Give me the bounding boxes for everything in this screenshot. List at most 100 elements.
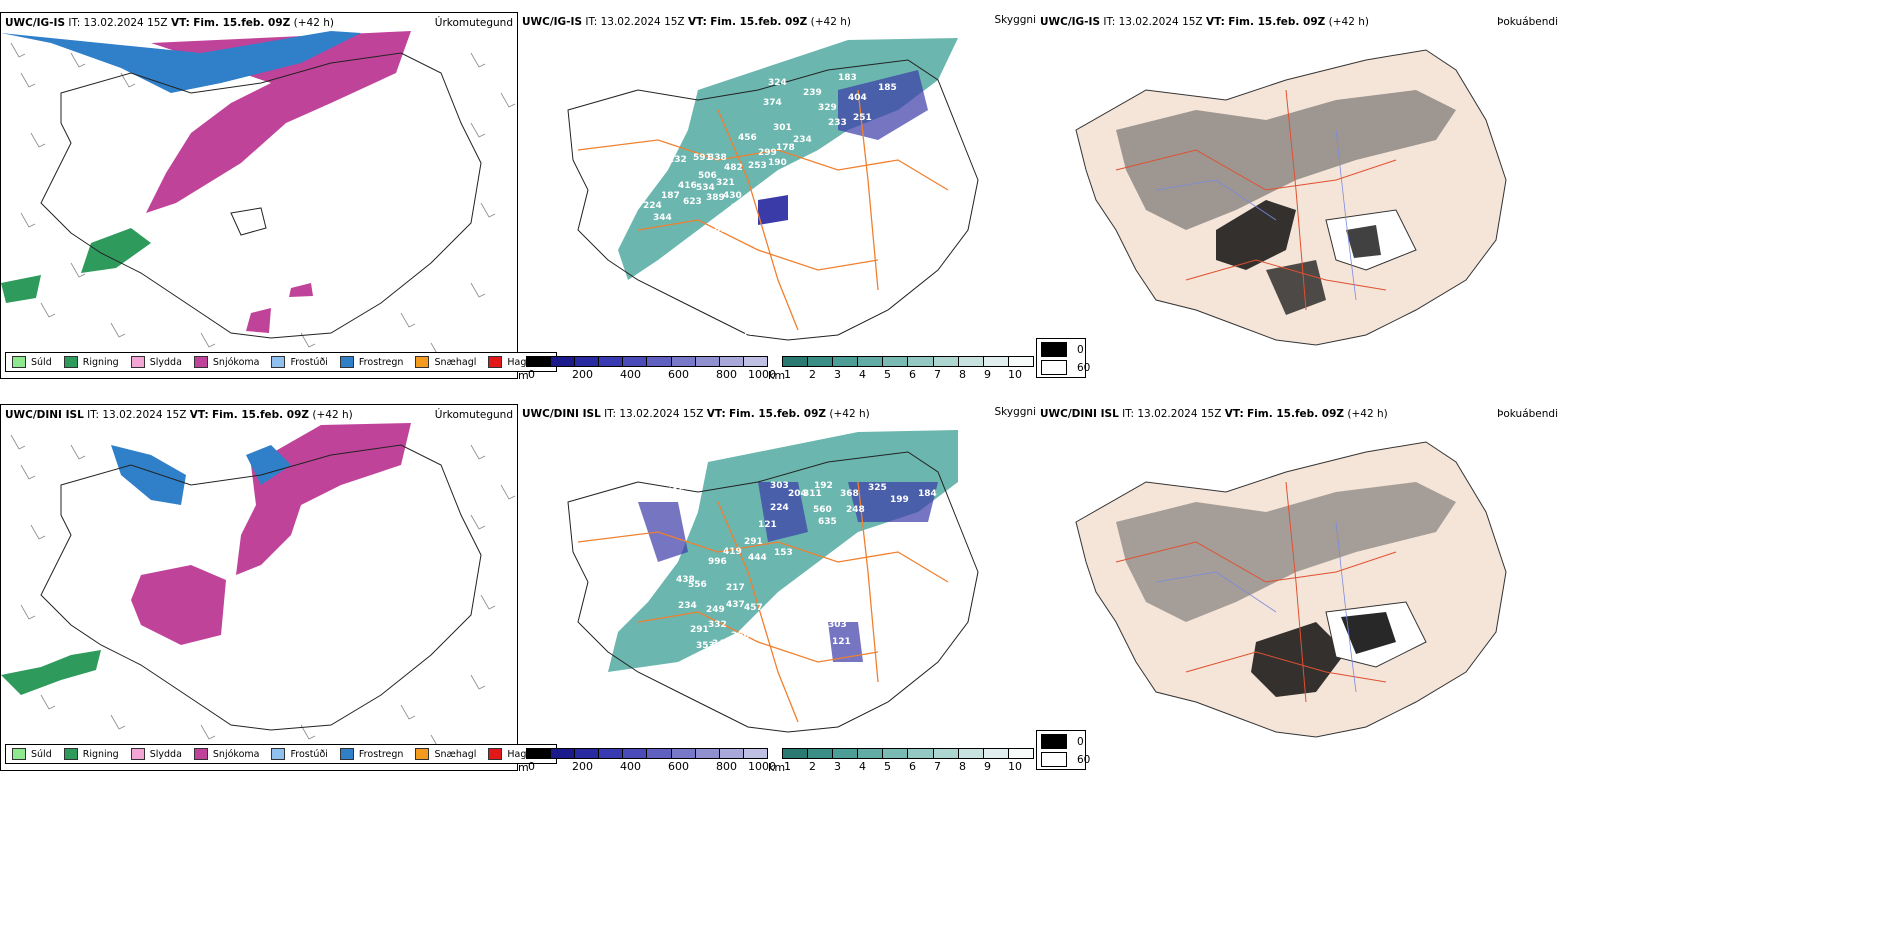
svg-text:311: 311 — [648, 487, 667, 497]
svg-text:444: 444 — [748, 553, 767, 563]
svg-text:299: 299 — [758, 148, 777, 158]
legend-item: Frostúði — [271, 748, 328, 760]
svg-text:115: 115 — [718, 241, 737, 251]
fog-legend: 0 60 — [1036, 730, 1090, 770]
cloud-map: 225 311 416 303 204 192 368 325 199 184 … — [567, 430, 979, 733]
svg-text:591: 591 — [693, 153, 712, 163]
fog-title: Þokuábendi — [1497, 408, 1558, 420]
fog-panel-1: UWC/IG-IS IT: 13.02.2024 15Z VT: Fim. 15… — [1036, 12, 1560, 379]
legend-item: Frostregn — [339, 748, 403, 760]
legend-item: Snjókoma — [193, 748, 259, 760]
svg-text:224: 224 — [770, 503, 789, 513]
precip-title: Úrkomutegund — [434, 409, 513, 421]
svg-text:332: 332 — [708, 620, 727, 630]
legend-item: Snæhagl — [415, 748, 476, 760]
legend-item: Frostúði — [271, 356, 328, 368]
svg-text:121: 121 — [832, 637, 851, 647]
fog-map — [1075, 49, 1507, 346]
svg-text:248: 248 — [846, 505, 865, 515]
svg-text:184: 184 — [918, 489, 937, 499]
precip-map — [1, 31, 516, 358]
visibility-colorbar: km 1 2 3 4 5 6 7 8 9 10 — [768, 748, 1036, 774]
svg-text:139: 139 — [800, 575, 819, 585]
svg-text:325: 325 — [868, 483, 887, 493]
panel-header: UWC/DINI ISL IT: 13.02.2024 15Z VT: Fim.… — [522, 408, 870, 420]
panel-header: UWC/DINI ISL IT: 13.02.2024 15Z VT: Fim.… — [1040, 408, 1388, 420]
svg-text:192: 192 — [814, 481, 833, 491]
svg-text:185: 185 — [878, 83, 897, 93]
ceiling-colorbar: m 0 200 400 600 800 1000 — [518, 748, 776, 774]
svg-text:506: 506 — [698, 171, 717, 181]
svg-text:183: 183 — [838, 73, 857, 83]
legend-item: Frostregn — [339, 356, 403, 368]
svg-text:635: 635 — [818, 517, 837, 527]
fog-map — [1075, 441, 1507, 738]
legend-item: Slydda — [130, 748, 182, 760]
svg-text:353: 353 — [696, 641, 715, 651]
svg-text:121: 121 — [758, 520, 777, 530]
svg-text:225: 225 — [646, 465, 665, 475]
svg-text:368: 368 — [840, 489, 859, 499]
svg-text:187: 187 — [661, 191, 680, 201]
cloud-title: Skyggni — [994, 14, 1037, 26]
svg-text:560: 560 — [813, 505, 832, 515]
svg-text:217: 217 — [726, 583, 745, 593]
svg-text:190: 190 — [768, 158, 787, 168]
svg-text:84: 84 — [760, 323, 773, 333]
svg-text:482: 482 — [724, 163, 743, 173]
svg-text:260: 260 — [731, 631, 750, 641]
legend-item: Snæhagl — [415, 356, 476, 368]
svg-text:404: 404 — [848, 93, 867, 103]
legend-item: Haglél — [488, 748, 538, 760]
svg-text:291: 291 — [690, 625, 709, 635]
svg-text:344: 344 — [653, 213, 672, 223]
svg-text:253: 253 — [748, 161, 767, 171]
svg-text:40: 40 — [743, 301, 756, 311]
svg-text:249: 249 — [706, 605, 725, 615]
panel-header: UWC/IG-IS IT: 13.02.2024 15Z VT: Fim. 15… — [5, 17, 334, 29]
svg-text:324: 324 — [768, 78, 787, 88]
svg-text:301: 301 — [773, 123, 792, 133]
svg-text:291: 291 — [744, 537, 763, 547]
legend-item: Snjókoma — [193, 356, 259, 368]
svg-text:93: 93 — [768, 603, 781, 613]
panel-header: UWC/IG-IS IT: 13.02.2024 15Z VT: Fim. 15… — [522, 16, 851, 28]
svg-text:311: 311 — [803, 489, 822, 499]
svg-text:204: 204 — [788, 489, 807, 499]
svg-text:205: 205 — [731, 203, 750, 213]
svg-text:416: 416 — [666, 487, 685, 497]
svg-text:234: 234 — [793, 135, 812, 145]
svg-text:153: 153 — [774, 548, 793, 558]
svg-text:224: 224 — [643, 201, 662, 211]
svg-text:389: 389 — [706, 193, 725, 203]
ceiling-colorbar: m 0 200 400 600 800 1000 — [518, 356, 776, 382]
svg-text:534: 534 — [696, 183, 715, 193]
fog-panel-2: UWC/DINI ISL IT: 13.02.2024 15Z VT: Fim.… — [1036, 404, 1560, 771]
legend-item: Rigning — [63, 748, 119, 760]
svg-text:63: 63 — [773, 223, 786, 233]
svg-text:419: 419 — [723, 547, 742, 557]
svg-text:457: 457 — [744, 603, 763, 613]
svg-text:73: 73 — [743, 328, 756, 338]
svg-text:437: 437 — [726, 600, 745, 610]
legend-item: Súld — [12, 748, 52, 760]
cloud-map: 324 374 239 329 183 404 185 301 233 251 … — [567, 38, 979, 341]
svg-text:87: 87 — [714, 225, 727, 235]
ceiling-labels: 225 311 416 303 204 192 368 325 199 184 … — [646, 465, 937, 665]
svg-text:556: 556 — [688, 580, 707, 590]
panel-header: UWC/IG-IS IT: 13.02.2024 15Z VT: Fim. 15… — [1040, 16, 1369, 28]
cloud-title: Skyggni — [994, 406, 1037, 418]
panel-header: UWC/DINI ISL IT: 13.02.2024 15Z VT: Fim.… — [5, 409, 353, 421]
legend-item: Haglél — [488, 356, 538, 368]
svg-text:233: 233 — [828, 118, 847, 128]
svg-text:329: 329 — [818, 103, 837, 113]
legend-item: Slydda — [130, 356, 182, 368]
legend-item: Rigning — [63, 356, 119, 368]
svg-text:178: 178 — [776, 143, 795, 153]
precip-type-panel-2: UWC/DINI ISL IT: 13.02.2024 15Z VT: Fim.… — [0, 404, 557, 771]
svg-text:266: 266 — [698, 655, 717, 665]
svg-text:438: 438 — [676, 575, 695, 585]
svg-text:341: 341 — [712, 639, 731, 649]
cloud-panel-2: UWC/DINI ISL IT: 13.02.2024 15Z VT: Fim.… — [518, 404, 1037, 774]
fog-title: Þokuábendi — [1497, 16, 1558, 28]
